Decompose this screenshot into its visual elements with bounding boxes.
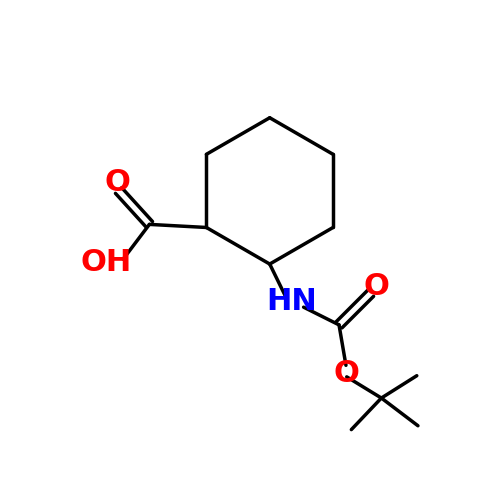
Text: O: O <box>363 272 389 301</box>
Text: O: O <box>334 360 359 388</box>
Text: O: O <box>105 168 131 196</box>
Text: HN: HN <box>266 288 318 316</box>
Text: OH: OH <box>80 248 132 276</box>
